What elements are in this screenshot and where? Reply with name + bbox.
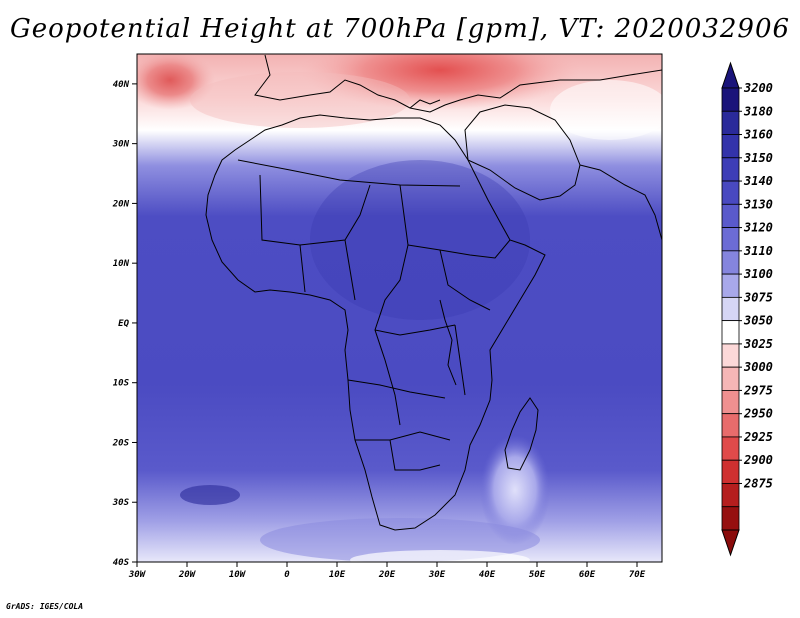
colorbar-swatch <box>721 110 740 135</box>
height-field <box>137 54 662 562</box>
lat-label: 10N <box>113 259 130 269</box>
lon-label: 30E <box>428 570 446 580</box>
lat-label: 40S <box>113 558 130 568</box>
colorbar-label: 2975 <box>743 383 773 397</box>
lon-label: 30W <box>128 570 147 580</box>
colorbar-swatch <box>721 366 740 391</box>
lon-label: 10E <box>329 570 346 580</box>
colorbar-swatch <box>721 87 740 112</box>
colorbar-label: 2950 <box>743 407 773 421</box>
colorbar-top-arrow <box>721 61 740 89</box>
colorbar: 3200 3180 3160 3150 3140 3130 3120 3110 3100 3075… <box>721 61 773 557</box>
map-frame <box>136 53 663 563</box>
map-axes: 30W 20W 10W 0 10E 20E 30E 40E 50E 60E 70E 40N 30N 20N… <box>112 80 646 580</box>
colorbar-label: 3140 <box>743 174 773 188</box>
colorbar-swatch <box>721 459 740 484</box>
colorbar-label: 3100 <box>743 267 773 281</box>
map-title: Geopotential Height at 700hPa [gpm], VT:… <box>9 14 791 44</box>
coastlines <box>205 54 662 531</box>
colorbar-swatch <box>721 180 740 205</box>
colorbar-label: 3110 <box>743 244 773 258</box>
colorbar-swatch <box>721 296 740 322</box>
lon-label: 60E <box>579 570 596 580</box>
lat-label: 30S <box>112 498 130 508</box>
lat-label: 20S <box>112 438 130 448</box>
colorbar-swatch <box>721 203 740 228</box>
colorbar-swatch <box>721 320 740 345</box>
colorbar-swatch <box>721 390 740 415</box>
lat-label: 40N <box>113 80 130 90</box>
colorbar-label: 2875 <box>743 476 773 490</box>
grads-credit: GrADS: IGES/COLA <box>6 602 84 611</box>
colorbar-label: 3075 <box>743 290 773 304</box>
colorbar-label: 2900 <box>743 453 773 467</box>
colorbar-swatch <box>721 506 740 531</box>
colorbar-label: 3025 <box>743 337 773 351</box>
lon-label: 20E <box>378 570 396 580</box>
lon-label: 50E <box>529 570 546 580</box>
colorbar-label: 3050 <box>743 314 773 328</box>
lat-label: 10S <box>113 379 130 389</box>
colorbar-swatch <box>721 436 740 461</box>
colorbar-label: 3160 <box>743 128 773 142</box>
colorbar-swatch <box>721 134 740 159</box>
colorbar-label: 3150 <box>743 151 773 165</box>
colorbar-swatch <box>721 413 740 438</box>
lat-label: EQ <box>118 319 129 329</box>
lon-label: 40E <box>479 570 496 580</box>
lon-label: 20W <box>178 570 197 580</box>
colorbar-swatch <box>721 157 740 182</box>
colorbar-label: 3130 <box>743 197 773 211</box>
lat-label: 30N <box>112 140 130 150</box>
colorbar-label: 3180 <box>743 104 773 118</box>
lon-label: 10W <box>229 570 247 580</box>
colorbar-label: 2925 <box>743 430 773 444</box>
colorbar-bottom-arrow <box>721 529 740 557</box>
colorbar-swatch <box>721 273 740 298</box>
colorbar-swatch <box>721 483 740 508</box>
colorbar-swatch <box>721 227 740 252</box>
colorbar-label: 3120 <box>743 221 773 235</box>
lat-label: 20N <box>112 199 130 209</box>
map-figure: 30W 20W 10W 0 10E 20E 30E 40E 50E 60E 70E 40N 30N 20N… <box>112 53 773 580</box>
colorbar-swatch <box>721 343 740 368</box>
lon-label: 0 <box>284 570 290 580</box>
lon-label: 70E <box>629 570 646 580</box>
colorbar-swatch <box>721 250 740 275</box>
colorbar-label: 3200 <box>743 81 773 95</box>
colorbar-label: 3000 <box>743 360 773 374</box>
